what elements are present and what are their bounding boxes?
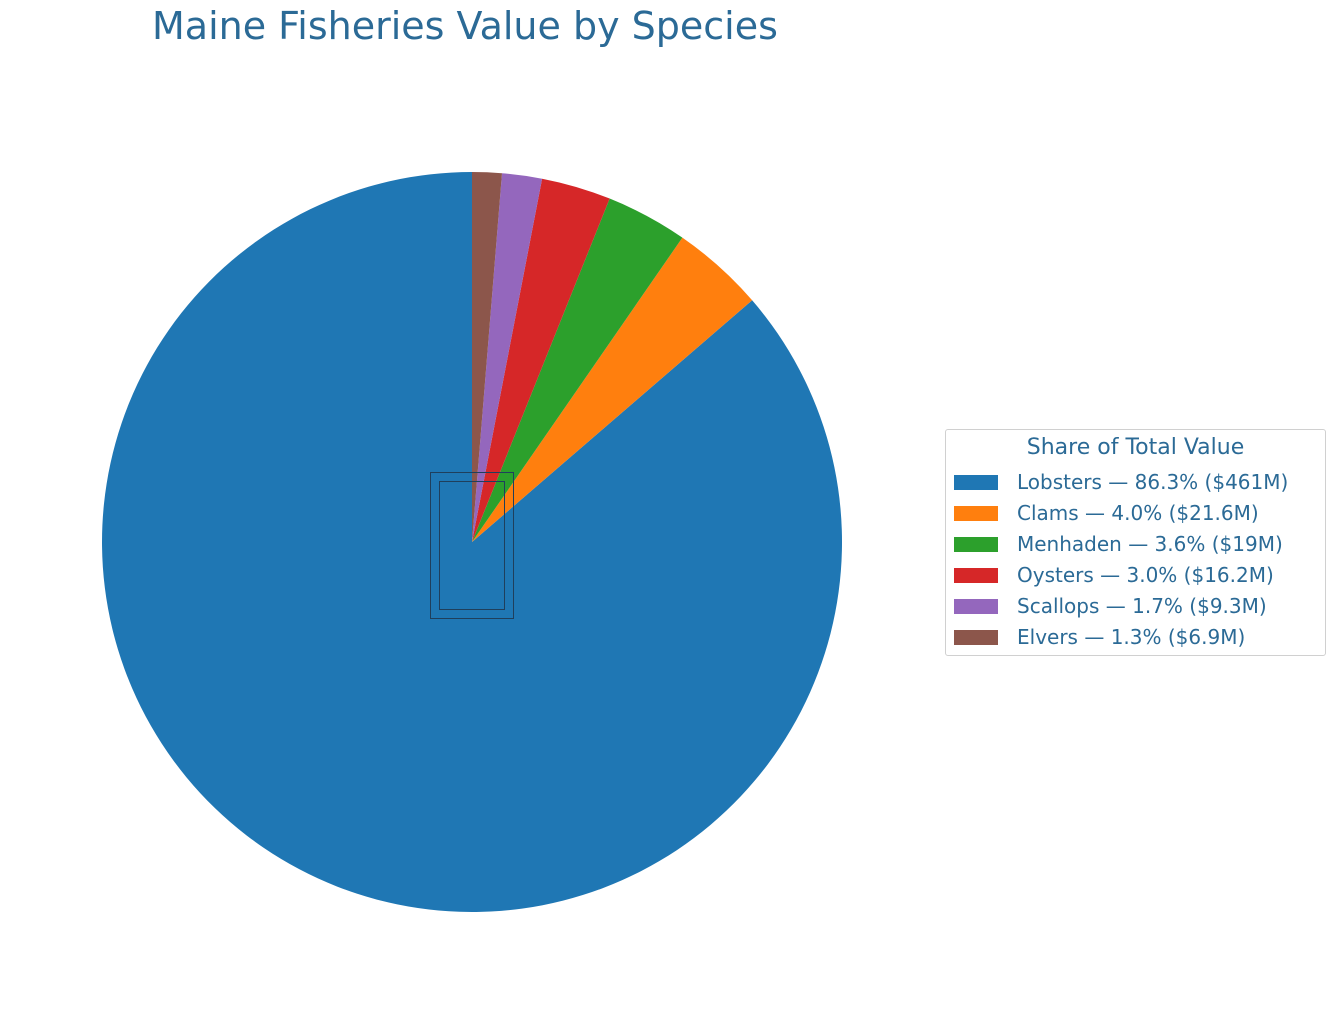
legend-item-clams: Clams — 4.0% ($21.6M) [954, 501, 1259, 525]
legend-label: Menhaden — 3.6% ($19M) [1017, 532, 1283, 556]
pie-slices [102, 172, 843, 912]
legend-swatch [954, 598, 998, 614]
legend-label: Lobsters — 86.3% ($461M) [1017, 470, 1289, 494]
chart-title: Maine Fisheries Value by Species [152, 4, 778, 48]
pie-slice-menhaden [472, 198, 683, 542]
legend-label: Scallops — 1.7% ($9.3M) [1017, 594, 1267, 618]
legend-swatch [954, 567, 998, 583]
legend-item-elvers: Elvers — 1.3% ($6.9M) [954, 625, 1245, 649]
legend-swatch [954, 505, 998, 521]
legend-swatch [954, 629, 998, 645]
pie-slice-oysters [472, 178, 610, 542]
legend-swatch [954, 536, 998, 552]
pie-slice-elvers [472, 172, 503, 542]
legend-item-lobsters: Lobsters — 86.3% ($461M) [954, 470, 1288, 494]
pie-slice-scallops [472, 173, 543, 542]
center-inset-frame [430, 472, 514, 619]
legend-swatch [954, 474, 998, 490]
legend-item-oysters: Oysters — 3.0% ($16.2M) [954, 563, 1274, 587]
legend-item-scallops: Scallops — 1.7% ($9.3M) [954, 594, 1267, 618]
legend-item-menhaden: Menhaden — 3.6% ($19M) [954, 532, 1283, 556]
pie-slice-clams [472, 237, 753, 542]
legend-label: Clams — 4.0% ($21.6M) [1017, 501, 1259, 525]
pie-slice-lobsters [102, 172, 843, 912]
legend: Share of Total Value Lobsters — 86.3% ($… [945, 429, 1326, 656]
legend-title: Share of Total Value [1026, 435, 1245, 460]
legend-label: Oysters — 3.0% ($16.2M) [1017, 563, 1274, 587]
legend-label: Elvers — 1.3% ($6.9M) [1017, 625, 1246, 649]
